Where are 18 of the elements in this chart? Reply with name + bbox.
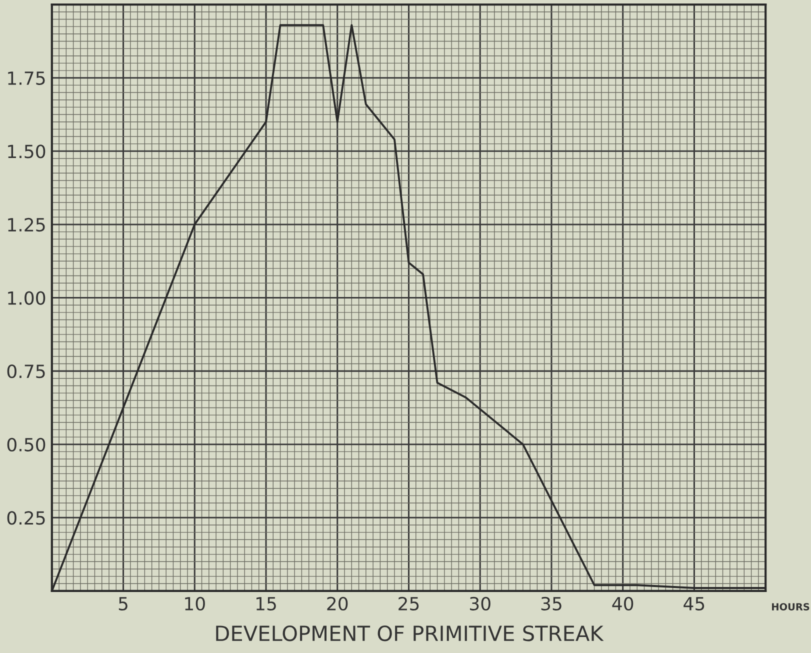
y-tick-label: 0.25 (7, 511, 45, 525)
x-tick-label: 25 (398, 596, 419, 610)
x-tick-label: 15 (256, 597, 276, 610)
y-tick-label: 1.75 (8, 72, 45, 85)
y-tick-label: 1.25 (8, 218, 45, 232)
x-axis-title: DEVELOPMENT OF PRIMITIVE STREAK (216, 625, 604, 642)
x-tick-label: 20 (327, 596, 348, 610)
y-tick-label: 0.75 (7, 364, 45, 378)
x-tick-label: 35 (541, 596, 562, 610)
x-tick-label: 5 (118, 597, 128, 610)
y-tick-label: 1.00 (8, 291, 46, 305)
y-tick-label: 1.50 (8, 144, 46, 158)
text: HOURS (772, 603, 810, 610)
x-tick-label: 30 (470, 596, 490, 610)
x-tick-label: 45 (684, 597, 704, 610)
x-tick-label: 10 (185, 596, 205, 610)
x-tick-label: 40 (612, 596, 634, 610)
y-tick-label: 0.50 (7, 438, 46, 452)
